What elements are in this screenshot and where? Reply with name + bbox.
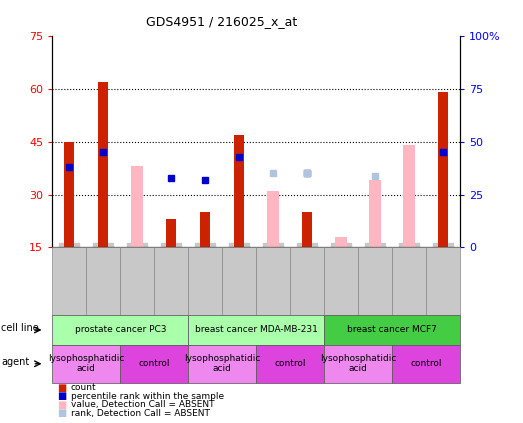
Text: rank, Detection Call = ABSENT: rank, Detection Call = ABSENT — [71, 409, 210, 418]
Bar — [267, 191, 279, 247]
Bar — [438, 92, 448, 247]
Text: control: control — [275, 359, 306, 368]
Bar — [302, 212, 312, 247]
Text: ■: ■ — [58, 400, 67, 410]
Text: lysophosphatidic
acid: lysophosphatidic acid — [184, 354, 260, 374]
Bar — [166, 219, 176, 247]
Bar — [131, 166, 143, 247]
Bar — [234, 135, 244, 247]
Bar — [403, 145, 415, 247]
Text: control: control — [411, 359, 442, 368]
Text: GDS4951 / 216025_x_at: GDS4951 / 216025_x_at — [146, 15, 298, 28]
Text: lysophosphatidic
acid: lysophosphatidic acid — [48, 354, 124, 374]
Bar — [335, 237, 347, 247]
Text: count: count — [71, 383, 96, 393]
Text: ■: ■ — [58, 391, 67, 401]
Text: lysophosphatidic
acid: lysophosphatidic acid — [320, 354, 396, 374]
Text: ■: ■ — [58, 408, 67, 418]
Text: control: control — [139, 359, 170, 368]
Bar — [98, 82, 108, 247]
Bar — [64, 142, 74, 247]
Text: breast cancer MCF7: breast cancer MCF7 — [347, 325, 437, 335]
Text: cell line: cell line — [1, 323, 39, 333]
Text: percentile rank within the sample: percentile rank within the sample — [71, 392, 224, 401]
Text: value, Detection Call = ABSENT: value, Detection Call = ABSENT — [71, 400, 214, 409]
Bar — [200, 212, 210, 247]
Bar — [369, 181, 381, 247]
Text: agent: agent — [1, 357, 29, 367]
Text: prostate cancer PC3: prostate cancer PC3 — [75, 325, 166, 335]
Text: breast cancer MDA-MB-231: breast cancer MDA-MB-231 — [195, 325, 317, 335]
Text: ■: ■ — [58, 383, 67, 393]
